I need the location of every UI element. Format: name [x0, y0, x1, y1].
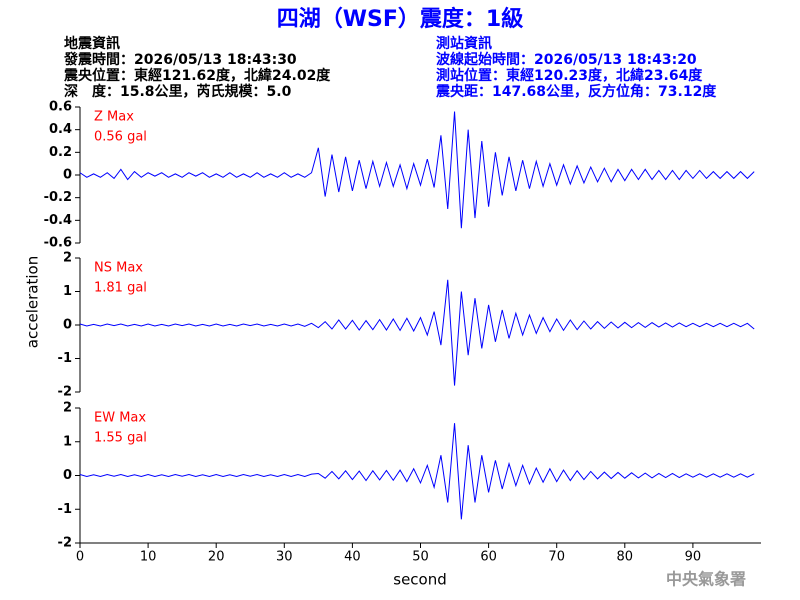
x-tick-label: 70	[548, 550, 565, 565]
station-info: 測站位置：東經120.23度，北緯23.64度	[436, 67, 703, 84]
y-tick-label: -0.6	[44, 236, 72, 251]
event-info: 深 度：15.8公里，芮氏規模：5.0	[64, 83, 292, 100]
y-tick-label: 0	[63, 168, 72, 183]
y-tick-label: -1	[58, 502, 72, 517]
y-tick-label: -2	[58, 536, 72, 551]
waveform	[79, 423, 755, 520]
y-tick-label: 0.2	[49, 145, 72, 160]
x-tick-label: 10	[140, 550, 157, 565]
x-tick-label: 50	[412, 550, 429, 565]
waveform	[79, 111, 755, 229]
chart-title: 四湖（WSF）震度：1級	[277, 6, 523, 32]
x-tick-label: 90	[685, 550, 702, 565]
station-info: 震央距：147.68公里，反方位角：73.12度	[435, 83, 717, 100]
waveform	[79, 279, 755, 386]
y-tick-label: -2	[58, 385, 72, 400]
y-tick-label: 1	[63, 284, 72, 299]
x-tick-label: 40	[344, 550, 361, 565]
y-tick-label: 0	[63, 468, 72, 483]
x-tick-label: 0	[76, 550, 84, 565]
event-info: 震央位置：東經121.62度，北緯24.02度	[63, 67, 331, 84]
y-axis-label: acceleration	[24, 256, 42, 348]
y-tick-label: 2	[63, 251, 72, 266]
max-label: 0.56 gal	[94, 130, 147, 145]
x-tick-label: 20	[208, 550, 225, 565]
x-tick-label: 60	[480, 550, 497, 565]
y-tick-label: -1	[58, 351, 72, 366]
y-tick-label: 0.4	[49, 122, 72, 137]
station-info: 波線起始時間：2026/05/13 18:43:20	[436, 51, 697, 68]
panel-label: EW Max	[94, 411, 146, 426]
y-tick-label: 2	[63, 401, 72, 416]
y-tick-label: 1	[63, 434, 72, 449]
y-tick-label: -0.4	[44, 213, 72, 228]
max-label: 1.81 gal	[94, 281, 147, 296]
station-info: 測站資訊	[436, 35, 492, 52]
y-tick-label: 0.6	[49, 100, 72, 115]
y-tick-label: -0.2	[44, 190, 72, 205]
panel-label: NS Max	[94, 261, 143, 276]
event-info: 地震資訊	[64, 35, 120, 52]
max-label: 1.55 gal	[94, 431, 147, 446]
x-axis-label: second	[393, 571, 447, 589]
y-tick-label: 0	[63, 318, 72, 333]
x-tick-label: 80	[617, 550, 634, 565]
source: 中央氣象署	[666, 570, 746, 589]
panel-label: Z Max	[94, 110, 134, 125]
x-tick-label: 30	[276, 550, 293, 565]
event-info: 發震時間：2026/05/13 18:43:30	[63, 51, 297, 68]
